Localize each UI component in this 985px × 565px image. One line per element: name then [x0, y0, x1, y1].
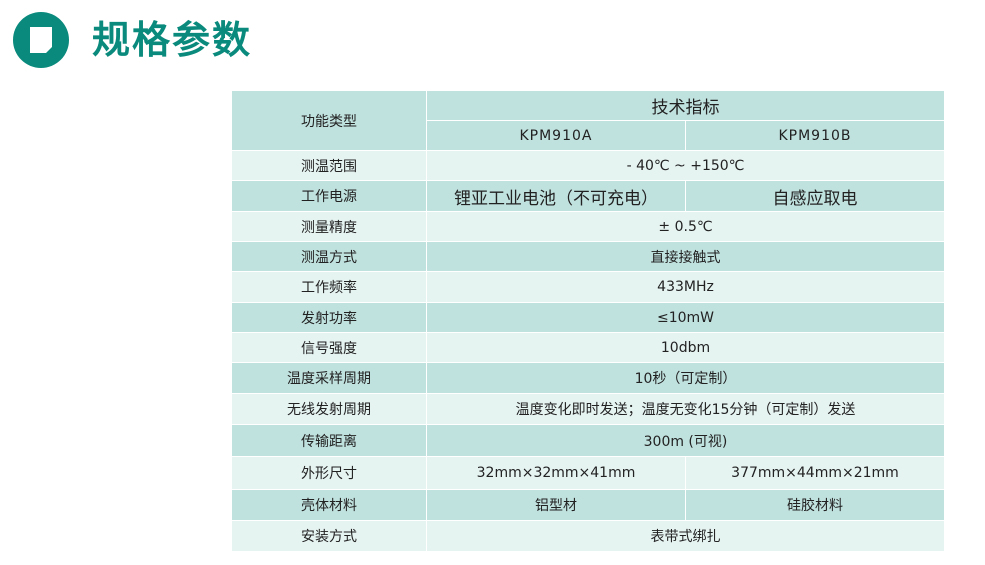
table-row: 传输距离 300m (可视): [231, 424, 945, 457]
page-title: 规格参数: [92, 18, 253, 62]
row-value-a: 锂亚工业电池（不可充电）: [426, 180, 686, 212]
table-row: 无线发射周期 温度变化即时发送；温度无变化15分钟（可定制）发送: [231, 393, 945, 425]
row-label: 信号强度: [231, 332, 427, 363]
header-model-a: KPM910A: [426, 120, 686, 151]
row-label: 温度采样周期: [231, 362, 427, 394]
row-label: 壳体材料: [231, 489, 427, 521]
row-value: 300m (可视): [426, 424, 945, 457]
row-value: - 40℃ ~ +150℃: [426, 150, 945, 181]
header-model-b: KPM910B: [685, 120, 945, 151]
table-row: 工作电源 锂亚工业电池（不可充电） 自感应取电: [231, 180, 945, 212]
row-value: 表带式绑扎: [426, 520, 945, 552]
table-row: 安装方式 表带式绑扎: [231, 520, 945, 552]
table-row: 温度采样周期 10秒（可定制）: [231, 362, 945, 394]
row-label: 工作频率: [231, 271, 427, 303]
row-label: 发射功率: [231, 302, 427, 333]
row-value: 10秒（可定制）: [426, 362, 945, 394]
row-label: 工作电源: [231, 180, 427, 212]
header-function-type: 功能类型: [231, 90, 427, 151]
header-tech-specs: 技术指标: [426, 90, 945, 121]
table-row: 测温方式 直接接触式: [231, 241, 945, 272]
row-value: 10dbm: [426, 332, 945, 363]
row-value-b: 自感应取电: [685, 180, 945, 212]
row-value-b: 377mm×44mm×21mm: [685, 456, 945, 490]
row-label: 测量精度: [231, 211, 427, 242]
row-label: 传输距离: [231, 424, 427, 457]
table-row: 测量精度 ± 0.5℃: [231, 211, 945, 242]
table-row: 外形尺寸 32mm×32mm×41mm 377mm×44mm×21mm: [231, 456, 945, 490]
row-value-a: 32mm×32mm×41mm: [426, 456, 686, 490]
table-row: 发射功率 ≤10mW: [231, 302, 945, 333]
row-label: 无线发射周期: [231, 393, 427, 425]
row-label: 测温范围: [231, 150, 427, 181]
row-value-b: 硅胶材料: [685, 489, 945, 521]
row-value: 433MHz: [426, 271, 945, 303]
row-value: 直接接触式: [426, 241, 945, 272]
table-row: 测温范围 - 40℃ ~ +150℃: [231, 150, 945, 181]
table-row: 工作频率 433MHz: [231, 271, 945, 303]
row-value: ≤10mW: [426, 302, 945, 333]
table-row: 壳体材料 铝型材 硅胶材料: [231, 489, 945, 521]
row-value: ± 0.5℃: [426, 211, 945, 242]
row-value-a: 铝型材: [426, 489, 686, 521]
document-icon: [13, 12, 69, 68]
row-value: 温度变化即时发送；温度无变化15分钟（可定制）发送: [426, 393, 945, 425]
row-label: 外形尺寸: [231, 456, 427, 490]
row-label: 安装方式: [231, 520, 427, 552]
spec-table: 功能类型 技术指标 KPM910A KPM910B 测温范围 - 40℃ ~ +1…: [231, 90, 945, 552]
table-row: 信号强度 10dbm: [231, 332, 945, 363]
row-label: 测温方式: [231, 241, 427, 272]
